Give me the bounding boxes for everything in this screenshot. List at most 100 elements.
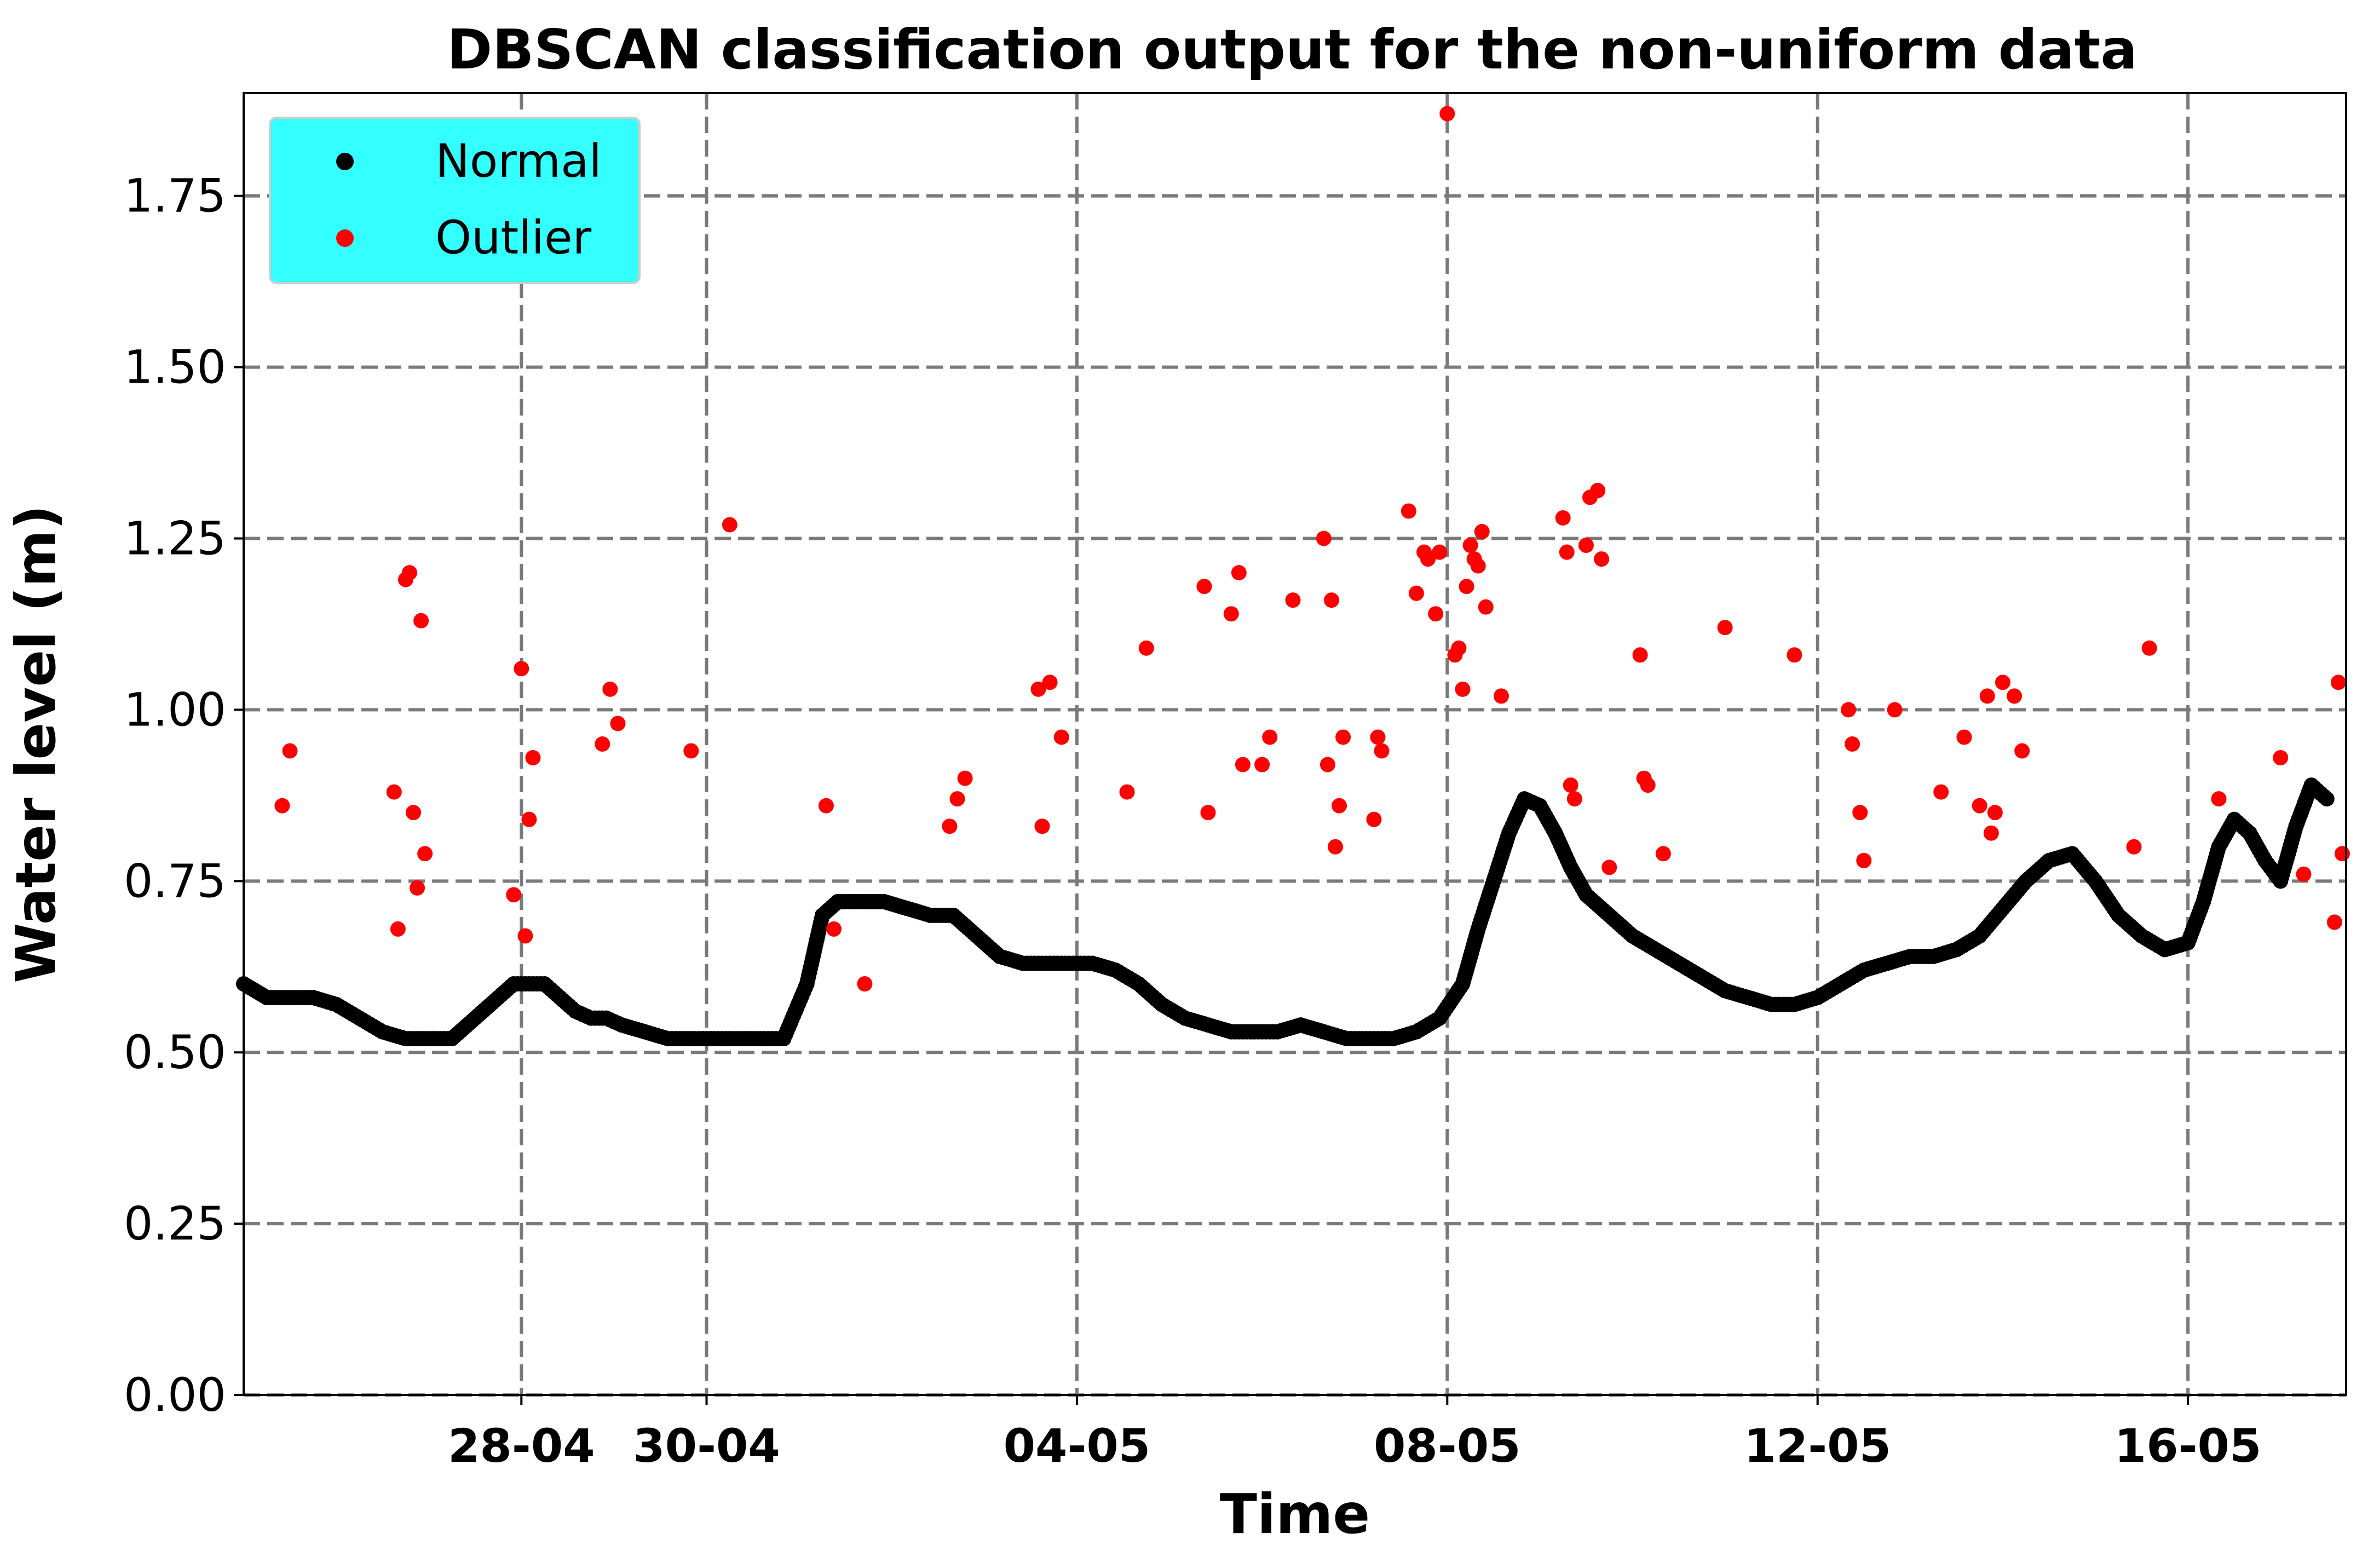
outlier-point (2014, 743, 2030, 759)
outlier-point (1451, 640, 1467, 656)
outlier-point (1455, 681, 1471, 697)
legend-normal-label: Normal (435, 134, 602, 188)
outlier-point (1887, 702, 1903, 718)
outlier-point (1956, 729, 1972, 745)
outlier-point (1852, 805, 1868, 821)
outlier-point (1555, 510, 1571, 526)
x-tick-label: 28-04 (448, 1419, 595, 1473)
outlier-point (1196, 579, 1212, 595)
outlier-point (417, 846, 433, 862)
outlier-point (957, 770, 973, 786)
chart-title: DBSCAN classification output for the non… (447, 18, 2137, 82)
outlier-point (1590, 482, 1606, 498)
outlier-point (1432, 544, 1448, 560)
outlier-point (1979, 688, 1995, 704)
outlier-point (1285, 592, 1301, 608)
y-tick-label: 0.50 (124, 1025, 226, 1079)
outlier-point (1030, 681, 1046, 697)
outlier-point (2126, 839, 2142, 855)
legend-normal-marker (336, 153, 354, 170)
outlier-point (610, 716, 626, 731)
y-axis: 0.00 0.25 0.50 0.75 1.00 1.25 1.50 1.75 (124, 169, 244, 1422)
outlier-point (1995, 675, 2010, 690)
outlier-point (1200, 805, 1216, 821)
outlier-point (1366, 811, 1382, 827)
outlier-point (1401, 503, 1416, 519)
outlier-point (1254, 757, 1270, 773)
outlier-point (1478, 599, 1494, 615)
outlier-point (2211, 791, 2227, 807)
outlier-point (1053, 729, 1069, 745)
outlier-point (390, 921, 406, 937)
outlier-point (1320, 757, 1335, 773)
grid (244, 93, 2346, 1397)
y-tick-label: 0.25 (124, 1197, 226, 1250)
outlier-point (2007, 688, 2023, 704)
outlier-point (1439, 106, 1455, 122)
y-tick-label: 0.75 (124, 854, 226, 908)
outlier-point (1566, 791, 1582, 807)
outlier-point (1717, 620, 1733, 636)
outlier-point (1578, 538, 1594, 554)
outlier-point (401, 565, 417, 581)
x-tick-label: 30-04 (633, 1419, 780, 1473)
legend-box (269, 117, 641, 284)
outlier-point (2141, 640, 2157, 656)
outlier-point (1462, 538, 1478, 554)
outlier-point (595, 736, 610, 752)
outlier-point (1841, 702, 1857, 718)
outlier-point (274, 798, 290, 814)
outlier-point (1972, 798, 1987, 814)
y-axis-label: Water level (m) (4, 505, 68, 983)
outlier-point (1370, 729, 1386, 745)
x-tick-label: 12-05 (1744, 1419, 1891, 1473)
x-axis-label: Time (1220, 1482, 1370, 1546)
outlier-point (1594, 551, 1610, 567)
outlier-point (1640, 777, 1656, 793)
outlier-point (1420, 551, 1436, 567)
y-tick-label: 1.25 (124, 512, 226, 566)
outlier-point (1845, 736, 1860, 752)
outlier-point (406, 805, 422, 821)
outlier-point (1034, 818, 1050, 834)
outlier-point (1856, 852, 1872, 868)
outlier-point (2326, 914, 2342, 930)
outlier-point (1374, 743, 1390, 759)
outlier-point (386, 784, 402, 800)
y-tick-label: 1.75 (124, 169, 226, 223)
outlier-point (949, 791, 965, 807)
outlier-point (818, 798, 834, 814)
outlier-series (274, 106, 2350, 992)
outlier-point (1983, 825, 1999, 841)
outlier-point (1138, 640, 1154, 656)
outlier-point (1987, 805, 2003, 821)
outlier-point (1042, 675, 1058, 690)
x-tick-label: 16-05 (2115, 1419, 2262, 1473)
outlier-point (2334, 846, 2350, 862)
plot-frame (243, 92, 2347, 1396)
outlier-point (722, 517, 738, 533)
outlier-point (826, 921, 842, 937)
outlier-point (1632, 647, 1648, 663)
outlier-point (1428, 606, 1444, 622)
outlier-point (2330, 675, 2346, 690)
outlier-point (1655, 846, 1671, 862)
x-axis: 28-04 30-04 04-05 08-05 12-05 16-05 (448, 1395, 2261, 1473)
outlier-point (1223, 606, 1239, 622)
outlier-point (1316, 531, 1332, 546)
y-tick-label: 0.00 (124, 1368, 226, 1422)
outlier-point (1933, 784, 1949, 800)
x-tick-label: 08-05 (1374, 1419, 1521, 1473)
x-tick-label: 04-05 (1004, 1419, 1151, 1473)
outlier-point (506, 887, 522, 903)
outlier-point (1787, 647, 1802, 663)
outlier-point (517, 928, 533, 944)
legend: Normal Outlier (269, 117, 641, 284)
outlier-point (1231, 565, 1247, 581)
outlier-point (2273, 750, 2289, 766)
legend-outlier-marker (336, 229, 354, 247)
outlier-point (1408, 585, 1424, 601)
outlier-point (1601, 860, 1617, 875)
outlier-point (1335, 729, 1351, 745)
